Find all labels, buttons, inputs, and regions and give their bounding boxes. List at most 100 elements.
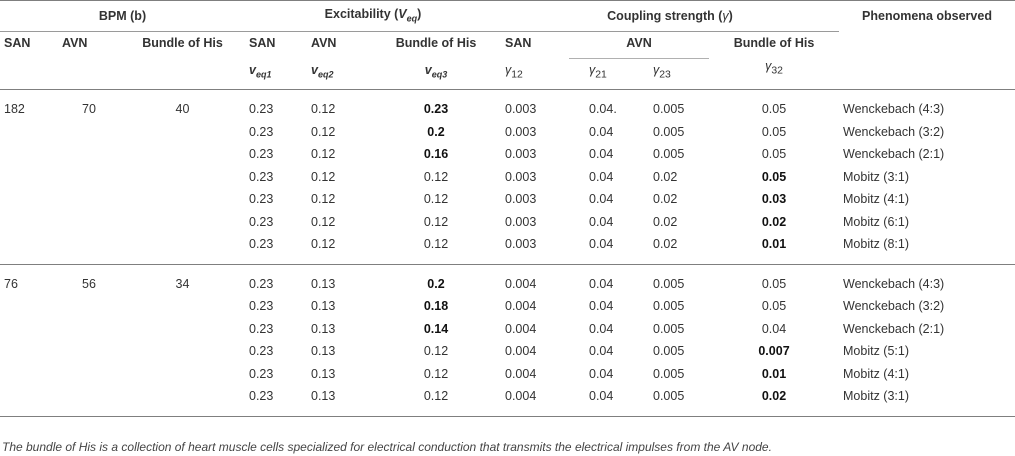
table-row: 76 56 34 0.23 0.13 0.2 0.004 0.04 0.005 0.05 Wenck… [0, 264, 1015, 295]
phenomena-cell: Wenckebach (3:2) [843, 124, 945, 139]
bpm-avn-cell [58, 385, 120, 417]
gamma23-cell: 0.005 [653, 102, 685, 117]
gamma23-cell: 0.02 [653, 214, 678, 229]
veq1-cell: 0.23 [245, 385, 307, 417]
exc-his-header: Bundle of His [395, 36, 477, 50]
bpm-avn-cell: 56 [82, 276, 96, 291]
gamma21-symbol: γ21 [569, 58, 639, 90]
exc-san-header: SAN [249, 36, 276, 50]
bpm-avn-cell [58, 318, 120, 341]
veq3-cell: 0.14 [423, 321, 449, 336]
bpm-his-cell [120, 121, 245, 144]
bpm-avn-cell: 70 [82, 102, 96, 117]
veq1-cell: 0.23 [249, 102, 274, 117]
bpm-avn-cell [58, 211, 120, 234]
veq3-symbol: veq3 [371, 58, 501, 90]
gamma21-cell: 0.04 [569, 233, 639, 265]
gamma32-cell: 0.05 [761, 102, 787, 117]
symbol-header-row: veq1 veq2 veq3 γ12 γ21 γ23 γ32 [0, 58, 1015, 90]
veq1-cell: 0.23 [249, 299, 274, 314]
table-row: 0.23 0.12 0.12 0.003 0.04 0.02 0.02 Mobitz (6:1… [0, 211, 1015, 234]
veq2-cell: 0.12 [311, 147, 336, 162]
bpm-san-cell [0, 318, 58, 341]
veq2-cell: 0.13 [311, 299, 336, 314]
gamma23-cell: 0.005 [653, 147, 685, 162]
gamma23-cell: 0.005 [653, 366, 685, 381]
bpm-san-cell [0, 211, 58, 234]
phenomena-cell: Wenckebach (2:1) [843, 321, 945, 336]
phenomena-cell: Wenckebach (4:3) [843, 276, 945, 291]
gamma32-cell: 0.05 [761, 169, 787, 184]
gamma12-cell: 0.003 [505, 147, 537, 162]
gamma21-cell: 0.04 [589, 276, 614, 291]
phenomena-header: Phenomena observed [862, 9, 992, 24]
data-table: BPM (b) Excitability (Veq) Coupling stre… [0, 0, 1015, 417]
gamma21-cell: 0.04 [589, 192, 614, 207]
coup-his-header: Bundle of His [733, 36, 815, 50]
bpm-san-cell: 182 [4, 102, 25, 117]
veq1-cell: 0.23 [245, 233, 307, 265]
gamma23-cell: 0.005 [653, 299, 685, 314]
table-row: 0.23 0.12 0.2 0.003 0.04 0.005 0.05 Wenckebach … [0, 121, 1015, 144]
gamma12-cell: 0.003 [505, 102, 537, 117]
gamma32-cell: 0.03 [761, 192, 787, 207]
gamma23-cell: 0.005 [653, 344, 685, 359]
veq2-cell: 0.12 [307, 233, 371, 265]
excitability-header: Excitability (Veq) [245, 0, 501, 32]
bpm-avn-cell [58, 340, 120, 363]
veq1-cell: 0.23 [249, 169, 274, 184]
gamma21-cell: 0.04 [589, 169, 614, 184]
gamma32-cell: 0.05 [761, 299, 787, 314]
gamma32-cell: 0.05 [761, 276, 787, 291]
coup-san-header: SAN [505, 36, 532, 50]
exc-avn-header: AVN [311, 36, 337, 50]
veq2-cell: 0.13 [311, 344, 336, 359]
phenomena-cell: Mobitz (4:1) [843, 366, 909, 381]
veq2-cell: 0.12 [311, 124, 336, 139]
bpm-his-header: Bundle of His [142, 36, 223, 50]
table-caption: The bundle of His is a collection of hea… [2, 440, 772, 454]
gamma12-cell: 0.004 [505, 366, 537, 381]
table-row: 0.23 0.12 0.12 0.003 0.04 0.02 0.03 Mobitz (4:1… [0, 188, 1015, 211]
veq3-cell: 0.12 [371, 385, 501, 417]
gamma12-cell: 0.003 [505, 214, 537, 229]
veq2-cell: 0.12 [311, 192, 336, 207]
veq3-cell: 0.12 [423, 214, 449, 229]
bpm-avn-cell [58, 188, 120, 211]
phenomena-cell: Mobitz (3:1) [843, 169, 909, 184]
gamma21-cell: 0.04 [589, 321, 614, 336]
gamma21-cell: 0.04 [589, 344, 614, 359]
gamma21-cell: 0.04 [589, 147, 614, 162]
bpm-his-cell [120, 188, 245, 211]
table-row: 182 70 40 0.23 0.12 0.23 0.003 0.04. 0.005 0.05 We… [0, 90, 1015, 121]
bpm-avn-cell [58, 363, 120, 386]
gamma12-cell: 0.004 [505, 321, 537, 336]
veq3-cell: 0.12 [423, 169, 449, 184]
veq1-cell: 0.23 [249, 147, 274, 162]
phenomena-cell: Wenckebach (2:1) [843, 147, 945, 162]
bpm-san-cell [0, 143, 58, 166]
veq1-cell: 0.23 [249, 344, 274, 359]
gamma23-cell: 0.005 [653, 124, 685, 139]
gamma12-symbol: γ12 [501, 58, 569, 90]
bpm-san-cell: 76 [4, 276, 18, 291]
veq2-cell: 0.13 [311, 366, 336, 381]
bpm-avn-cell [58, 233, 120, 265]
veq1-cell: 0.23 [249, 321, 274, 336]
bpm-san-cell [0, 121, 58, 144]
veq1-cell: 0.23 [249, 276, 274, 291]
gamma12-cell: 0.004 [501, 385, 569, 417]
gamma21-cell: 0.04. [589, 102, 617, 117]
gamma12-cell: 0.004 [505, 299, 537, 314]
table-row: 0.23 0.12 0.12 0.003 0.04 0.02 0.01 Mobitz (8:1… [0, 233, 1015, 265]
phenomena-cell: Mobitz (4:1) [843, 192, 909, 207]
veq1-cell: 0.23 [249, 366, 274, 381]
gamma12-cell: 0.004 [505, 276, 537, 291]
table-row: 0.23 0.13 0.18 0.004 0.04 0.005 0.05 Wenckebach… [0, 295, 1015, 318]
sub-header-row: SAN AVN Bundle of His SAN AVN Bundle of … [0, 31, 1015, 59]
veq3-cell: 0.12 [371, 233, 501, 265]
bpm-his-cell [120, 385, 245, 417]
gamma12-cell: 0.003 [505, 192, 537, 207]
bpm-his-cell [120, 363, 245, 386]
gamma32-cell: 0.02 [761, 214, 787, 229]
